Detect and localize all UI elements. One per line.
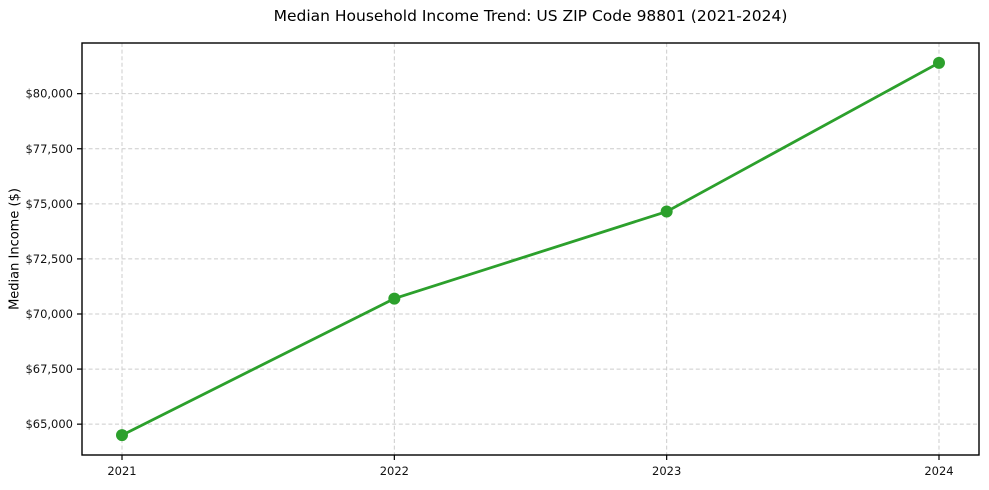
y-tick-label: $70,000: [25, 307, 73, 321]
data-point-2023: [660, 205, 673, 218]
y-tick-label: $72,500: [25, 252, 73, 266]
chart-title: Median Household Income Trend: US ZIP Co…: [273, 7, 788, 25]
y-tick-label: $65,000: [25, 417, 73, 431]
x-tick-label: 2022: [380, 464, 409, 478]
data-point-2024: [932, 56, 945, 69]
income-trend-line: [120, 61, 941, 437]
y-tick-label: $67,500: [25, 362, 73, 376]
data-point-2022: [388, 292, 401, 305]
x-tick-label: 2021: [107, 464, 136, 478]
y-tick-label: $77,500: [25, 142, 73, 156]
y-tick-label: $75,000: [25, 197, 73, 211]
data-point-2021: [116, 429, 129, 442]
plot-frame: [81, 42, 980, 456]
x-tick-label: 2024: [924, 464, 953, 478]
y-tick-label: $80,000: [25, 87, 73, 101]
x-tick-label: 2023: [652, 464, 681, 478]
